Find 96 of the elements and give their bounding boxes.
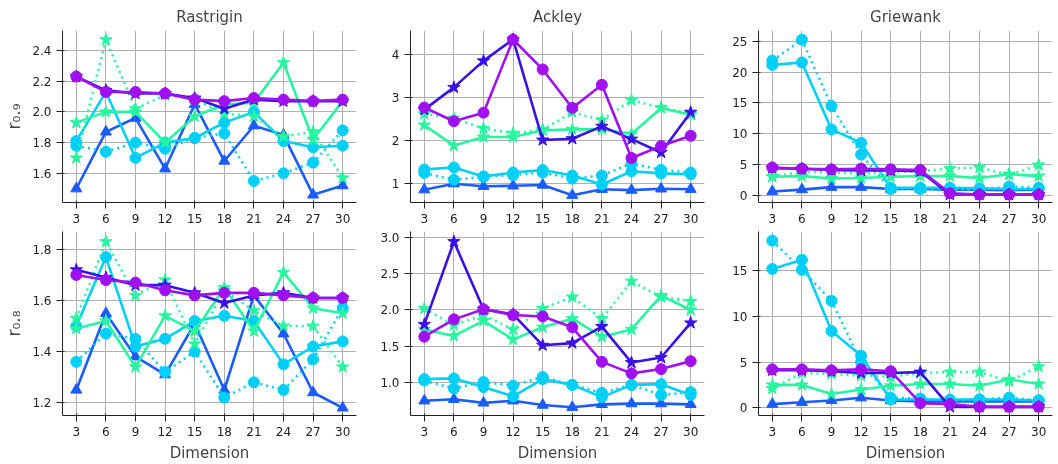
y-tick-label: 10 [732,309,748,324]
y-tick-label: 15 [732,264,748,279]
x-tick-label: 24 [971,211,988,226]
y-axis-title: r₀.₈ [4,310,25,337]
x-axis-title: Dimension [517,443,598,462]
x-tick-label: 27 [305,424,321,439]
x-tick-label: 15 [535,211,551,226]
x-tick-label: 24 [275,424,292,439]
x-tick-label: 9 [131,211,140,226]
y-tick-label: 2.2 [32,74,52,89]
x-tick-label: 9 [827,211,836,226]
y-tick-label: 1.8 [32,136,52,151]
x-tick-label: 6 [450,424,458,439]
x-tick-label: 21 [942,424,958,439]
x-tick-label: 18 [912,424,928,439]
x-tick-label: 24 [971,424,988,439]
y-tick-label: 1.0 [380,375,400,390]
x-tick-label: 27 [1001,211,1017,226]
x-tick-label: 18 [216,211,232,226]
y-tick-label: 25 [732,35,748,50]
x-axis-title: Dimension [865,443,946,462]
y-tick-label: 15 [732,96,748,111]
y-tick-label: 10 [732,127,748,142]
y-tick-label: 5 [739,355,748,370]
x-tick-label: 21 [246,424,262,439]
x-tick-label: 15 [187,211,203,226]
x-tick-label: 30 [1031,211,1047,226]
x-tick-label: 12 [505,424,521,439]
x-tick-label: 3 [768,211,777,226]
x-tick-label: 18 [912,211,928,226]
y-tick-label: 5 [739,157,748,172]
y-tick-label: 0 [739,401,748,416]
y-tick-label: 1.6 [32,294,52,308]
x-tick-label: 15 [535,424,551,439]
x-tick-label: 15 [883,211,899,226]
x-tick-label: 6 [102,424,110,439]
x-tick-label: 6 [450,211,458,226]
x-tick-label: 30 [335,424,351,439]
x-tick-label: 3 [420,211,429,226]
x-tick-label: 24 [623,424,640,439]
y-tick-label: 0 [739,188,748,203]
chart-title: Ackley [532,7,583,26]
y-tick-label: 4 [391,48,400,63]
x-tick-label: 27 [653,211,669,226]
x-tick-label: 18 [564,211,580,226]
x-tick-label: 15 [187,424,203,439]
chart-title: Griewank [870,7,942,26]
x-tick-label: 6 [798,211,806,226]
y-tick-label: 3.0 [380,231,400,246]
x-tick-label: 3 [72,424,81,439]
x-tick-label: 27 [1001,424,1017,439]
x-tick-label: 18 [216,424,232,439]
x-tick-label: 21 [594,424,610,439]
x-tick-label: 24 [623,211,640,226]
y-tick-label: 3 [391,91,400,106]
x-tick-label: 30 [683,211,699,226]
y-tick-label: 2.0 [32,105,52,120]
x-tick-label: 12 [505,211,521,226]
y-axis-title: r₀.₉ [4,103,25,130]
x-tick-label: 27 [305,211,321,226]
y-tick-label: 1.8 [32,242,52,257]
x-tick-label: 3 [420,424,429,439]
y-tick-label: 2 [391,133,400,148]
y-tick-label: 2.4 [32,43,52,58]
x-tick-label: 12 [157,211,173,226]
chart-title: Rastrigin [176,7,243,26]
x-tick-label: 21 [246,211,262,226]
x-tick-label: 9 [131,424,140,439]
x-tick-label: 9 [479,424,488,439]
x-tick-label: 9 [827,424,836,439]
x-tick-label: 12 [853,211,869,226]
x-tick-label: 30 [1031,424,1047,439]
x-tick-label: 12 [157,424,173,439]
x-tick-label: 3 [768,424,777,439]
y-tick-label: 20 [732,65,748,80]
y-tick-label: 2.5 [380,267,400,282]
x-axis-title: Dimension [169,443,250,462]
x-tick-label: 27 [653,424,669,439]
x-tick-label: 21 [942,211,958,226]
y-tick-label: 1.4 [32,345,52,360]
x-tick-label: 24 [275,211,292,226]
x-tick-label: 6 [102,211,110,226]
x-tick-label: 21 [594,211,610,226]
x-tick-label: 30 [683,424,699,439]
x-tick-label: 9 [479,211,488,226]
x-tick-label: 12 [853,424,869,439]
y-tick-label: 1.6 [32,166,52,181]
y-tick-label: 1.2 [32,396,52,411]
x-tick-label: 30 [335,211,351,226]
x-tick-label: 18 [564,424,580,439]
x-tick-label: 3 [72,211,81,226]
y-tick-label: 1.5 [380,339,400,354]
y-tick-label: 1 [391,176,400,191]
x-tick-label: 6 [798,424,806,439]
x-tick-label: 15 [883,424,899,439]
y-tick-label: 2.0 [380,303,400,318]
